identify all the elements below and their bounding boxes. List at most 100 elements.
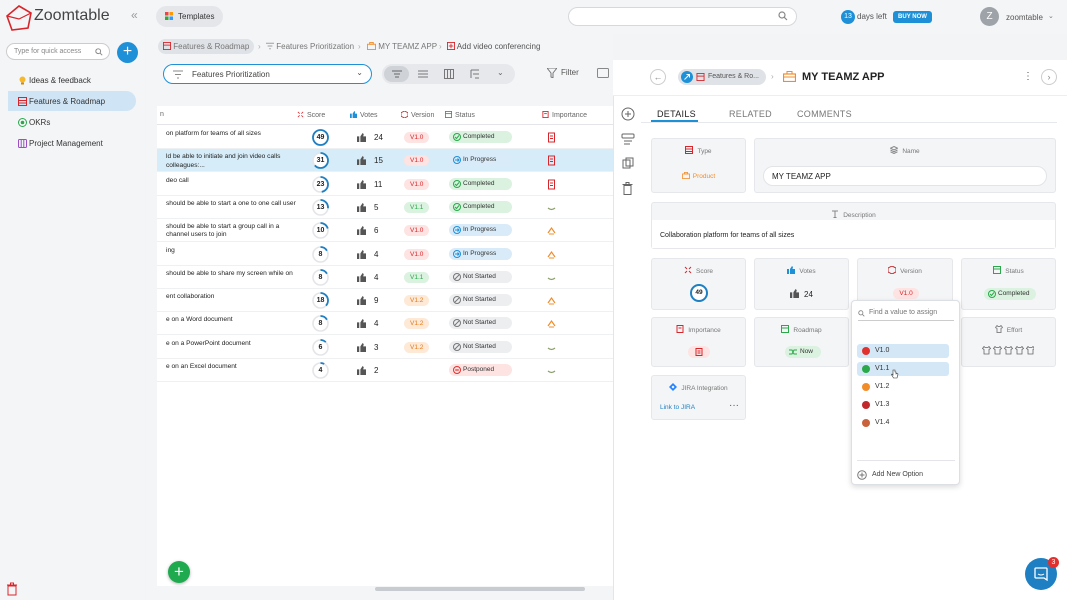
next-button[interactable]: › — [1041, 69, 1057, 85]
duplicate-icon[interactable] — [622, 157, 634, 169]
thumbs-up-icon[interactable] — [357, 202, 366, 212]
status-badge[interactable]: Not Started — [449, 270, 512, 283]
row-version-badge[interactable]: V1.2 — [404, 295, 430, 307]
row-version-badge[interactable]: V1.0 — [404, 225, 430, 237]
table-row[interactable]: ent collaboration 18 9 V1.2 Not Started — [157, 289, 613, 313]
importance-mid-icon[interactable] — [546, 225, 557, 236]
thumbs-up-icon[interactable] — [357, 272, 366, 282]
type-field[interactable]: Type Product — [651, 138, 746, 193]
add-button[interactable]: + — [117, 42, 138, 63]
importance-low-icon[interactable] — [546, 365, 557, 376]
row-version-badge[interactable]: V1.1 — [404, 271, 430, 283]
add-row-button[interactable]: + — [168, 561, 190, 583]
name-input[interactable]: MY TEAMZ APP — [763, 166, 1047, 186]
importance-low-icon[interactable] — [546, 272, 557, 283]
delete-icon[interactable] — [622, 182, 633, 195]
importance-high-icon[interactable] — [546, 155, 557, 166]
status-badge[interactable]: Completed — [449, 131, 512, 143]
row-version-badge[interactable]: V1.0 — [404, 155, 430, 167]
status-badge[interactable]: In Progress — [449, 154, 512, 167]
row-version-badge[interactable]: V1.2 — [404, 341, 430, 353]
add-circle-icon[interactable] — [621, 107, 635, 121]
thumbs-up-icon[interactable] — [357, 226, 366, 236]
roadmap-field[interactable]: Roadmap Now — [754, 317, 849, 367]
table-row[interactable]: should be able to start a group call in … — [157, 219, 613, 243]
list-view-toggle[interactable] — [384, 66, 409, 82]
importance-high-icon[interactable] — [546, 179, 557, 190]
status-badge[interactable]: Postponed — [449, 364, 512, 376]
table-row[interactable]: should be able to share my screen while … — [157, 266, 613, 289]
grid-view-toggle[interactable] — [410, 66, 435, 82]
thumbs-up-icon[interactable] — [357, 156, 366, 166]
table-row[interactable]: deo call 23 11 V1.0 Completed — [157, 173, 613, 196]
status-badge[interactable]: Not Started — [449, 317, 512, 330]
importance-mid-icon[interactable] — [546, 249, 557, 260]
status-badge[interactable]: Completed — [449, 200, 512, 213]
thumbs-up-icon[interactable] — [357, 249, 366, 259]
breadcrumb-item[interactable]: Features Prioritization — [276, 42, 355, 51]
status-badge[interactable]: Not Started — [449, 294, 512, 307]
tab-details[interactable]: DETAILS — [657, 109, 696, 119]
importance-high-icon[interactable] — [546, 132, 557, 143]
dropdown-search-input[interactable]: Find a value to assign — [858, 307, 954, 321]
importance-low-icon[interactable] — [546, 342, 557, 353]
zoomtable-logo-icon[interactable] — [6, 5, 32, 31]
templates-button[interactable]: Templates — [156, 6, 223, 27]
global-search-input[interactable] — [568, 7, 797, 26]
thumbs-up-icon[interactable] — [357, 133, 366, 142]
table-row[interactable]: e on a PowerPoint document 6 3 V1.2 Not Star… — [157, 336, 613, 359]
sidebar-item-okrs[interactable]: OKRs — [8, 112, 136, 132]
thumbs-up-icon[interactable] — [357, 296, 366, 306]
description-field[interactable]: Description Collaboration platform for t… — [651, 202, 1056, 249]
status-badge[interactable]: Not Started — [449, 340, 512, 353]
thumbs-up-icon[interactable] — [357, 342, 366, 352]
table-row[interactable]: should be able to start a one to one cal… — [157, 196, 613, 219]
column-header-name[interactable]: n — [160, 111, 164, 118]
quick-access-input[interactable]: Type for quick access — [6, 43, 110, 60]
more-options-icon[interactable]: ⋮ — [1023, 71, 1033, 82]
collapse-sidebar-icon[interactable]: « — [131, 8, 138, 22]
row-version-badge[interactable]: V1.1 — [404, 201, 430, 213]
status-field[interactable]: Status Completed — [961, 258, 1056, 310]
column-header-votes[interactable]: Votes — [350, 111, 378, 119]
row-version-badge[interactable]: V1.0 — [404, 248, 430, 260]
board-view-toggle[interactable] — [436, 66, 461, 82]
view-select[interactable]: Features Prioritization ⌄ — [163, 64, 372, 84]
table-row[interactable]: e on a Word document 8 4 V1.2 Not Started — [157, 312, 613, 336]
jira-link[interactable]: Link to JIRA — [660, 404, 696, 411]
buy-now-button[interactable]: BUY NOW — [893, 11, 932, 23]
avatar[interactable]: Z — [980, 7, 999, 26]
column-header-importance[interactable]: Importance — [542, 111, 587, 119]
breadcrumb-item[interactable]: MY TEAMZ APP — [378, 42, 438, 51]
thumbs-up-icon[interactable] — [357, 366, 366, 375]
jira-more-icon[interactable]: ··· — [729, 400, 739, 411]
status-badge[interactable]: In Progress — [449, 247, 512, 260]
importance-low-icon[interactable] — [546, 202, 557, 213]
tab-related[interactable]: RELATED — [729, 109, 772, 119]
row-version-badge[interactable]: V1.0 — [404, 178, 430, 190]
breadcrumb-item[interactable]: Features & Roadmap — [173, 42, 250, 51]
move-icon[interactable] — [621, 133, 635, 145]
columns-icon[interactable] — [597, 68, 609, 78]
panel-breadcrumb-chip[interactable]: Features & Ro... — [678, 69, 766, 85]
dropdown-option[interactable]: V1.0 — [857, 344, 949, 358]
horizontal-scrollbar[interactable] — [375, 587, 585, 591]
tree-view-toggle[interactable] — [462, 66, 487, 82]
importance-field[interactable]: Importance — [651, 317, 746, 367]
row-version-badge[interactable]: V1.2 — [404, 318, 430, 330]
back-button[interactable]: ← — [650, 69, 666, 85]
sidebar-item-features-roadmap[interactable]: Features & Roadmap — [8, 91, 136, 111]
user-name[interactable]: zoomtable — [1006, 13, 1043, 22]
column-header-version[interactable]: Version — [401, 111, 434, 119]
dropdown-option[interactable]: V1.4 — [857, 416, 949, 430]
status-badge[interactable]: Completed — [449, 177, 512, 190]
table-row[interactable]: ing 8 4 V1.0 In Progress — [157, 243, 613, 266]
dropdown-option[interactable]: V1.3 — [857, 398, 949, 412]
table-row[interactable]: ld be able to initiate and join video ca… — [157, 149, 613, 173]
status-badge[interactable]: In Progress — [449, 224, 512, 237]
effort-field[interactable]: Effort — [961, 317, 1056, 367]
thumbs-up-icon[interactable] — [357, 179, 366, 189]
sidebar-item-project-management[interactable]: Project Management — [8, 133, 136, 153]
column-header-score[interactable]: Score — [297, 111, 325, 119]
more-views-toggle[interactable]: ⌄ — [488, 66, 513, 82]
